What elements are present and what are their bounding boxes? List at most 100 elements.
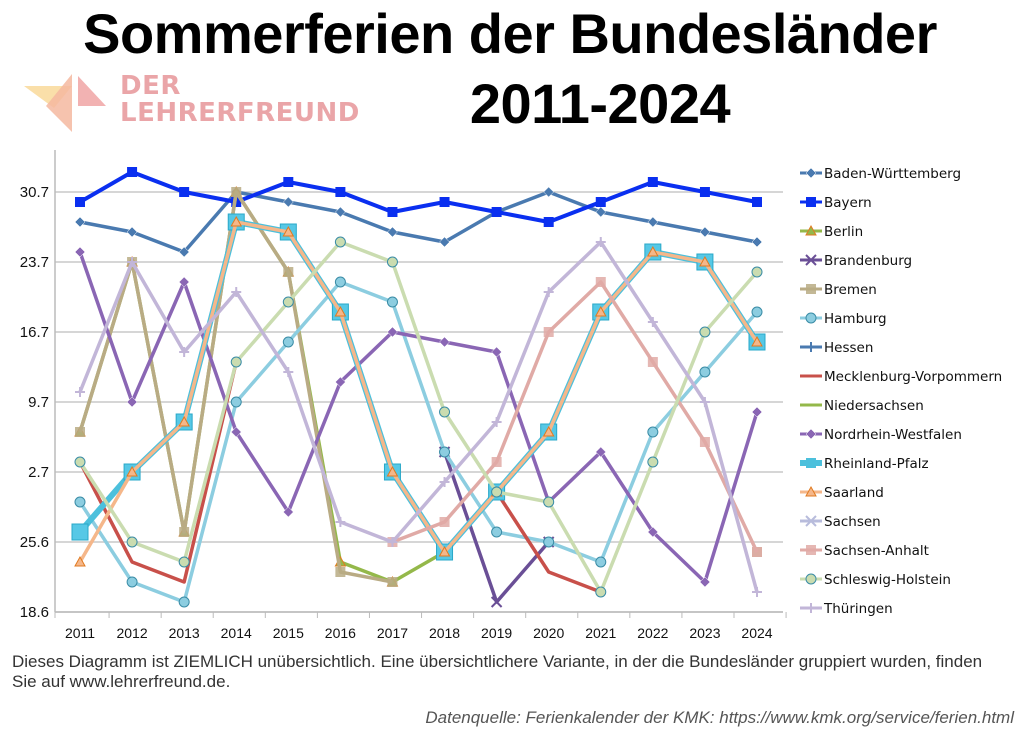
data-point [439,336,450,348]
y-tick-label: 16.7 [20,324,49,341]
data-point [595,277,606,287]
data-point [439,446,451,458]
x-tick-label: 2013 [169,625,200,641]
data-point [386,296,398,308]
data-point [491,526,503,538]
x-tick-label: 2015 [273,625,304,641]
data-point [752,587,762,597]
data-point [178,556,190,568]
legend-item: Baden-Württemberg [800,166,961,182]
legend-item: Sachsen [800,514,881,530]
legend-item: Bremen [800,282,877,298]
data-point [647,526,659,538]
legend-item: Schleswig-Holstein [800,572,951,588]
data-point [74,555,86,567]
x-tick-label: 2019 [481,625,512,641]
line-chart: 18.6 25.6 2.7 9.7 16.7 23.7 30.7 2011 2012 2013 20… [20,150,1002,641]
x-tick-label: 2024 [741,625,772,641]
data-point [439,477,450,487]
legend-label: Saarland [824,485,884,501]
legend-item: Mecklenburg-Vorpommern [800,369,1002,385]
data-point [438,545,451,557]
data-source: Datenquelle: Ferienkalender der KMK: htt… [425,708,1014,727]
y-tick-label: 25.6 [20,534,49,551]
data-point [647,357,658,367]
data-point [179,527,190,537]
data-point [386,465,399,477]
legend-item: Niedersachsen [800,398,924,414]
data-point [179,347,190,357]
data-point [751,266,763,278]
series-line [77,219,760,555]
legend-label: Hamburg [824,311,887,327]
y-tick-label: 2.7 [28,464,49,481]
data-point [595,206,607,218]
data-point [282,225,295,237]
data-point [595,556,607,568]
data-point [334,276,346,288]
data-point [543,536,555,548]
legend-label: Thüringen [823,601,893,617]
legend-label: Nordrhein-Westfalen [824,427,962,443]
data-point [387,326,398,338]
legend-label: Mecklenburg-Vorpommern [824,369,1002,385]
x-tick-label: 2014 [221,625,252,641]
data-point [126,396,138,408]
legend-marker [805,515,817,527]
series-berlin [74,185,451,587]
data-point [178,246,190,258]
data-point [491,346,502,358]
data-point [751,335,763,347]
data-point [74,456,86,468]
data-point [752,197,762,207]
data-point [127,257,138,267]
data-point [699,397,710,407]
x-tick-label: 2022 [637,625,668,641]
logo-text-der: DER [120,71,181,101]
data-point [543,217,554,227]
legend-item: Hamburg [800,311,887,327]
data-point [231,187,242,197]
y-tick-label: 9.7 [28,394,49,411]
y-tick-label: 23.7 [20,254,49,271]
data-point [490,596,503,608]
data-point [543,287,554,297]
data-point [282,506,294,518]
data-point [126,576,138,588]
data-point [387,537,398,547]
data-point [543,496,555,508]
data-point [282,296,294,308]
data-point [439,197,450,207]
legend-item: Brandenburg [800,253,912,269]
legend-marker [806,284,816,294]
y-tick-label: 30.7 [20,184,49,201]
data-point [230,396,242,408]
data-point [335,376,346,388]
data-point [439,406,451,418]
data-point [699,255,711,267]
x-tick-label: 2021 [585,625,616,641]
data-point [283,177,294,187]
axes: 18.6 25.6 2.7 9.7 16.7 23.7 30.7 2011 2012 2013 20… [20,150,787,641]
series-thueringen [75,237,762,597]
lehrerfreund-logo: DER LEHRERFREUND [24,70,359,136]
series-line [78,240,759,593]
x-tick-label: 2012 [116,625,147,641]
data-point [491,207,502,217]
series-line [78,240,759,594]
series-schleswig-holstein [74,236,763,598]
y-tick-label: 18.6 [20,604,49,621]
legend-label: Brandenburg [824,253,912,269]
series-line [79,170,758,224]
data-point [335,206,346,218]
series-line [79,190,758,254]
data-point [439,517,450,527]
x-tick-label: 2020 [533,625,564,641]
data-point [74,216,86,228]
legend-marker [806,603,816,613]
data-point [230,356,242,368]
x-tick-label: 2023 [689,625,720,641]
data-point [387,226,398,238]
series-line [495,491,602,594]
data-point [230,426,242,438]
